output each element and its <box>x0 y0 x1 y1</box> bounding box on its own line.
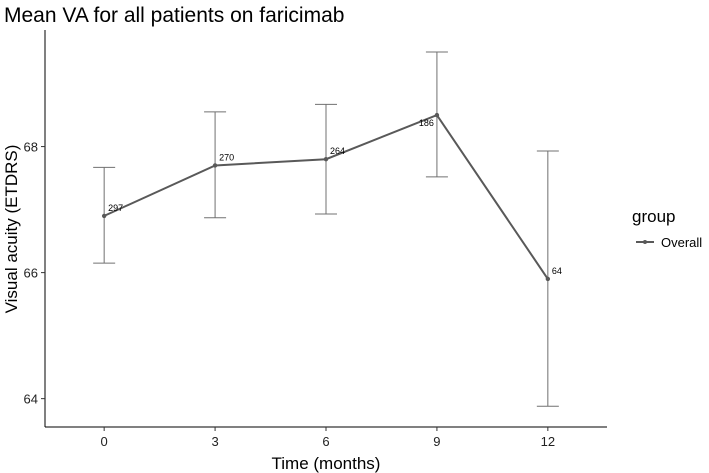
data-label: 186 <box>419 118 434 128</box>
data-label: 270 <box>219 152 234 162</box>
legend-key-point <box>643 240 647 244</box>
data-point <box>101 213 107 219</box>
plot-area: 297 270 264 186 64 <box>93 51 562 407</box>
legend: group Overall <box>632 207 702 250</box>
y-tick-label: 66 <box>24 266 38 281</box>
data-point <box>323 156 329 162</box>
y-tick-label: 64 <box>24 392 38 407</box>
x-tick-label: 0 <box>101 434 108 449</box>
x-tick-label: 6 <box>322 434 329 449</box>
legend-title: group <box>632 207 675 226</box>
data-point <box>434 112 440 118</box>
data-label: 297 <box>108 203 123 213</box>
x-tick-label: 12 <box>541 434 555 449</box>
data-point <box>212 163 218 168</box>
y-tick-label: 68 <box>24 140 38 155</box>
x-tick-label: 3 <box>211 434 218 449</box>
data-label: 264 <box>330 146 345 156</box>
data-point <box>545 276 551 282</box>
y-axis-title: Visual acuity (ETDRS) <box>2 145 21 314</box>
data-label: 64 <box>552 266 562 276</box>
x-axis-title: Time (months) <box>272 454 381 473</box>
chart-title: Mean VA for all patients on faricimab <box>4 4 344 27</box>
x-ticks: 0 3 6 9 12 <box>101 427 555 449</box>
x-tick-label: 9 <box>433 434 440 449</box>
legend-label-overall: Overall <box>661 235 702 250</box>
y-ticks: 64 66 68 <box>24 140 45 407</box>
